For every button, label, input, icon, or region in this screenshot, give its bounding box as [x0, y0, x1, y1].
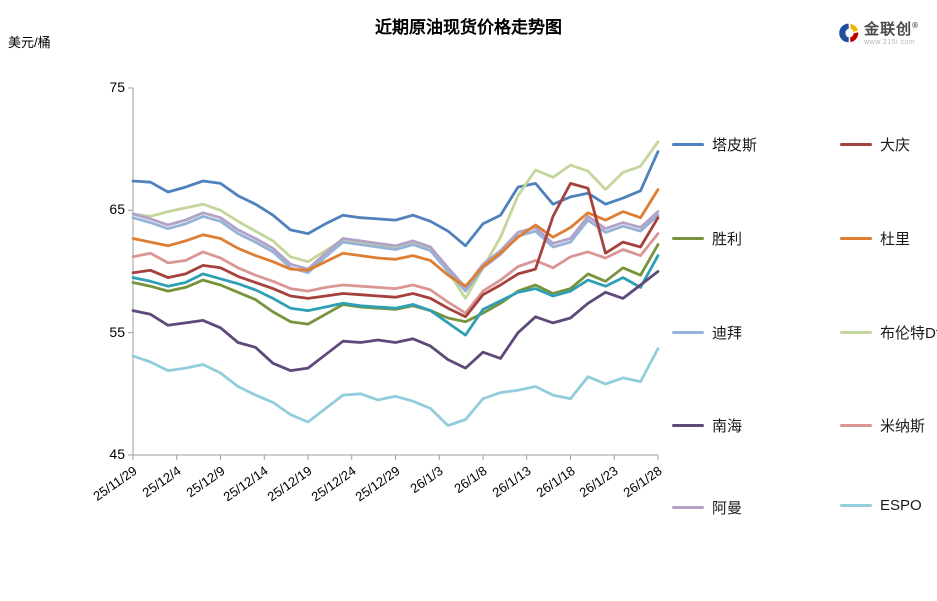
y-tick-label: 55 — [109, 323, 125, 340]
series-line-迪拜 — [131, 213, 660, 293]
series-line-ESPO — [131, 347, 660, 428]
legend-label: ESPO — [880, 497, 922, 514]
y-tick-label: 65 — [109, 201, 125, 218]
y-axis-unit-label: 美元/桶 — [8, 35, 51, 50]
legend-swatch — [840, 504, 872, 507]
series-line-南海 — [131, 270, 660, 373]
legend-swatch — [840, 331, 872, 334]
legend-swatch — [840, 237, 872, 240]
jlc-logo: 金联创® www.315i.com — [838, 22, 919, 46]
series-line-塔皮斯 — [131, 150, 660, 248]
legend-item-迪拜: 迪拜 — [672, 322, 742, 343]
series-line-阿曼 — [131, 210, 660, 289]
legend-swatch — [840, 424, 872, 427]
legend-item-大庆: 大庆 — [840, 134, 910, 155]
legend-item-ESPO: ESPO — [840, 497, 922, 514]
legend-label: 布伦特Dtd — [880, 325, 937, 342]
legend-item-塔皮斯: 塔皮斯 — [672, 134, 757, 155]
legend-item-胜利: 胜利 — [672, 228, 742, 249]
legend-item-布伦特Dtd: 布伦特Dtd — [840, 322, 937, 343]
legend-label: 迪拜 — [712, 325, 743, 342]
legend-swatch — [840, 143, 872, 146]
legend-label: 大庆 — [880, 137, 911, 154]
series-line-杜里 — [131, 188, 660, 288]
logo-registered-mark: ® — [912, 21, 919, 30]
series-line-大庆 — [131, 181, 660, 319]
legend-item-南海: 南海 — [672, 415, 742, 436]
series-line-unlabeled — [131, 254, 660, 337]
legend-swatch — [672, 331, 704, 334]
legend-label: 南海 — [712, 418, 743, 435]
legend-swatch — [672, 424, 704, 427]
legend-item-阿曼: 阿曼 — [672, 497, 742, 518]
logo-url-text: www.315i.com — [864, 39, 916, 46]
legend-label: 阿曼 — [712, 500, 743, 517]
legend-label: 塔皮斯 — [712, 137, 758, 154]
logo-brand-text: 金联创 — [864, 21, 913, 38]
series-line-米纳斯 — [131, 232, 660, 315]
legend-swatch — [672, 506, 704, 509]
legend-item-米纳斯: 米纳斯 — [840, 415, 925, 436]
legend-label: 胜利 — [712, 231, 743, 248]
legend-swatch — [672, 237, 704, 240]
jlc-logo-icon — [839, 23, 859, 43]
legend-label: 杜里 — [880, 231, 911, 248]
legend-item-杜里: 杜里 — [840, 228, 910, 249]
y-tick-label: 45 — [109, 446, 125, 462]
chart-title: 近期原油现货价格走势图 — [375, 18, 562, 37]
legend-swatch — [672, 143, 704, 146]
legend-label: 米纳斯 — [880, 418, 926, 435]
y-tick-label: 75 — [109, 79, 125, 95]
